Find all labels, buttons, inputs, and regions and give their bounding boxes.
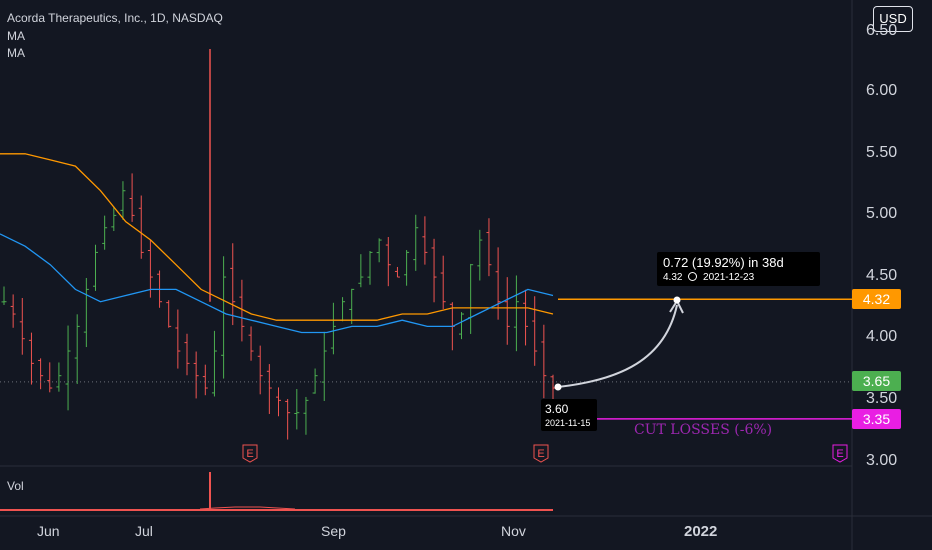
price-tick: 5.50 <box>866 144 898 161</box>
price-tick: 6.50 <box>866 22 898 39</box>
time-tick: 2022 <box>684 523 718 540</box>
time-tick: Nov <box>501 523 526 539</box>
price-tick: 3.50 <box>866 390 898 407</box>
earnings-letter: E <box>537 448 544 460</box>
projection-price: 4.32 <box>663 272 683 283</box>
earnings-marker[interactable]: E <box>533 444 549 463</box>
time-tick: Jul <box>135 523 153 539</box>
target-point <box>673 296 681 304</box>
projection-date: 2021-12-23 <box>703 272 755 283</box>
earnings-badge <box>533 444 549 463</box>
ma-slow-line <box>0 153 554 321</box>
projection-detail: 4.32 2021-12-23 <box>663 272 754 283</box>
projection-label: 0.72 (19.92%) in 38d 4.32 2021-12-23 <box>657 252 820 286</box>
entry-label: 3.60 2021-11-15 <box>541 399 597 431</box>
clock-icon <box>688 272 698 281</box>
earnings-letter: E <box>246 448 253 460</box>
projection-arrow <box>557 304 678 388</box>
earnings-marker[interactable]: E <box>242 444 258 463</box>
ma-indicator-2[interactable]: MA <box>7 46 25 60</box>
current-price-tag: 3.65 <box>852 371 901 391</box>
price-tick: 6.00 <box>866 82 898 99</box>
price-tick: 5.00 <box>866 205 898 222</box>
earnings-marker[interactable]: E <box>832 444 848 463</box>
currency-button[interactable]: USD <box>873 6 913 32</box>
ma-indicator-1[interactable]: MA <box>7 29 25 43</box>
entry-date: 2021-11-15 <box>545 418 591 428</box>
target-price-tag: 4.32 <box>852 289 901 309</box>
time-tick: Sep <box>321 523 346 539</box>
price-tick: 3.00 <box>866 452 898 469</box>
stop-price-tag: 3.35 <box>852 409 901 429</box>
price-tick: 4.50 <box>866 267 898 284</box>
ma-fast-line <box>0 233 554 334</box>
volume-hump <box>199 506 296 510</box>
entry-point <box>554 383 562 391</box>
volume-label: Vol <box>7 479 24 493</box>
earnings-badge <box>242 444 258 463</box>
cut-losses-label: CUT LOSSES (-6%) <box>634 422 773 438</box>
time-tick: Jun <box>37 523 60 539</box>
projection-main: 0.72 (19.92%) in 38d <box>663 255 784 270</box>
earnings-badge <box>832 444 848 463</box>
price-tick: 4.00 <box>866 328 898 345</box>
earnings-letter: E <box>836 448 843 460</box>
entry-price: 3.60 <box>545 402 569 416</box>
symbol-title: Acorda Therapeutics, Inc., 1D, NASDAQ <box>7 11 223 25</box>
